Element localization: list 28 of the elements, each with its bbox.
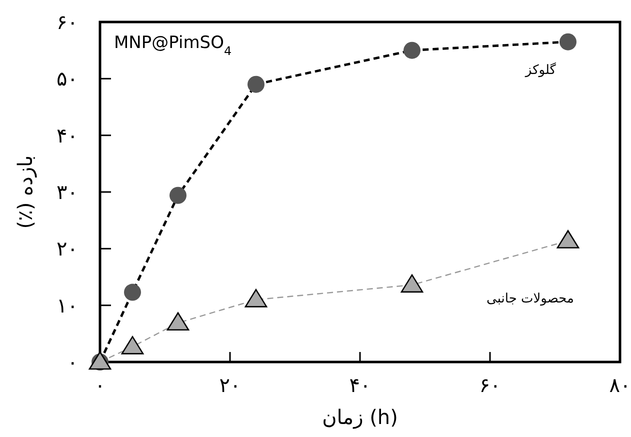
point <box>556 230 580 248</box>
x-tick-label: ۲۰ <box>219 373 241 397</box>
point <box>244 289 268 308</box>
y-axis-title: بازده (٪) <box>13 155 37 229</box>
point <box>400 274 424 293</box>
x-tick-label: ۶۰ <box>479 373 501 397</box>
y-tick-label: ۶۰ <box>56 10 78 34</box>
point <box>166 312 190 331</box>
y-tick-label: ۱۰ <box>56 293 78 318</box>
text: محصولات جانبی <box>486 292 574 307</box>
x-tick-label: ۴۰ <box>349 373 371 397</box>
y-tick-label: ۰ <box>67 350 78 374</box>
y-tick-label: ۲۰ <box>56 236 78 261</box>
annotation: MNP@PimSO$_{4}$ <box>114 33 232 58</box>
point <box>121 336 144 354</box>
y-tick-label: ۳۰ <box>56 180 78 204</box>
point <box>248 76 264 93</box>
y-tick-label: ۴۰ <box>56 123 78 148</box>
point <box>560 33 576 50</box>
x-tick-label: ۰ <box>94 373 106 397</box>
point <box>88 351 112 370</box>
x-tick-label: ۸۰ <box>609 373 631 397</box>
x-axis-title: زمان (h) <box>322 405 398 429</box>
point <box>124 284 141 301</box>
series-label: گلوکز <box>524 62 557 78</box>
point <box>170 186 186 204</box>
point <box>404 42 420 59</box>
y-tick-label: ۵۰ <box>56 66 78 91</box>
